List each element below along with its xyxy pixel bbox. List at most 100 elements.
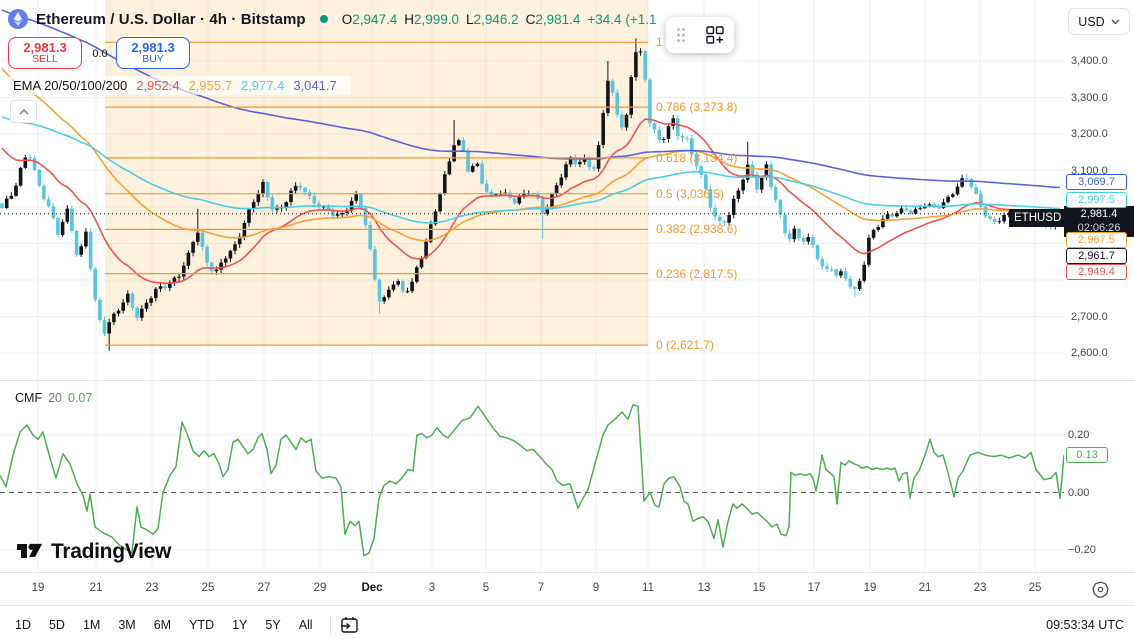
spread-value: 0.0 — [92, 48, 108, 60]
range-button-5y[interactable]: 5Y — [265, 618, 281, 632]
tradingview-mark-icon — [17, 543, 43, 558]
range-button-5d[interactable]: 5D — [48, 618, 65, 632]
pane-separator[interactable] — [0, 380, 1134, 381]
fib-level-label[interactable]: 0.618 (3,134.4) — [656, 150, 738, 165]
range-button-3m[interactable]: 3M — [118, 618, 136, 632]
time-tick-label: 23 — [145, 582, 159, 594]
ema-value: 2,952.4 — [136, 78, 180, 93]
cmf-value-badge: 0.13 — [1066, 447, 1108, 464]
time-tick-label: 29 — [313, 582, 327, 594]
fib-level-label[interactable]: 0.5 (3,036.5) — [656, 186, 725, 201]
price-axis-badge: 2,967.5 — [1066, 232, 1127, 248]
fib-level-label[interactable]: 0.382 (2,938.6) — [656, 222, 738, 237]
tradingview-logo[interactable]: TradingView — [16, 540, 171, 564]
market-status-dot[interactable] — [319, 15, 328, 23]
range-button-all[interactable]: All — [298, 618, 313, 632]
price-axis-label: 2,600.0 — [1071, 347, 1108, 359]
fib-level-label[interactable]: 0.236 (2,817.5) — [656, 266, 738, 281]
ema-legend-values: 2,952.4 2,955.7 2,977.4 3,041.7 — [136, 78, 346, 93]
toolbar-divider — [329, 616, 331, 634]
price-axis-label: 3,200.0 — [1071, 128, 1108, 140]
ohlc-values: O2,947.4 H2,999.0 L2,946.2 C2,981.4 +34.… — [341, 11, 657, 27]
last-price: 2,981.4 — [1080, 207, 1118, 220]
time-tick-label: 19 — [863, 582, 877, 594]
ema-value: 2,955.7 — [188, 78, 232, 93]
currency-label: USD — [1078, 14, 1105, 29]
fib-zone — [105, 0, 648, 346]
fib-level-label[interactable]: 0 (2,621.7) — [656, 338, 715, 353]
time-tick-label: 19 — [31, 582, 45, 594]
currency-selector[interactable]: USD — [1068, 8, 1130, 35]
time-tick-label: 13 — [697, 582, 711, 594]
time-tick-label: 11 — [642, 582, 654, 594]
time-tick-label: 5 — [482, 582, 490, 594]
bottom-toolbar: 1D 5D 1M 3M 6M YTD 1Y 5Y All 09:53:34 UTC — [0, 605, 1134, 643]
chevron-down-icon — [1111, 19, 1120, 24]
ethereum-logo-icon — [8, 9, 28, 29]
price-chart-canvas[interactable] — [0, 0, 1064, 572]
go-to-date-icon[interactable] — [339, 615, 360, 635]
last-price-box: 2,981.4 02:06:26 — [1064, 206, 1134, 237]
cmf-length: 20 — [48, 391, 62, 405]
fib-level-label[interactable]: 1 — [656, 35, 663, 50]
time-tick-label: 21 — [918, 582, 932, 594]
price-axis-badge: 3,069.7 — [1066, 174, 1127, 190]
cmf-axis-label: 0.20 — [1068, 429, 1090, 441]
time-tick-label: 27 — [257, 582, 271, 594]
range-button-1d[interactable]: 1D — [15, 618, 31, 632]
ema-20-line — [1, 118, 1061, 285]
range-button-1m[interactable]: 1M — [82, 618, 101, 632]
date-range-buttons: 1D 5D 1M 3M 6M YTD 1Y 5Y All — [6, 614, 322, 636]
ema-value: 2,977.4 — [240, 78, 285, 93]
cmf-name: CMF — [15, 391, 43, 405]
range-button-6m[interactable]: 6M — [153, 618, 172, 632]
change-value: +34.4 (+1.1 — [587, 11, 657, 27]
grid-plus-icon[interactable] — [705, 25, 725, 45]
time-tick-label: 17 — [807, 582, 821, 594]
cmf-line — [0, 404, 1064, 557]
price-axis-label: 2,700.0 — [1071, 310, 1108, 323]
price-axis-badge: 2,949.4 — [1066, 264, 1127, 280]
time-tick-label: 23 — [973, 582, 987, 594]
sell-button[interactable]: 2,981.3 SELL — [8, 37, 82, 69]
time-tick-label: 9 — [592, 582, 600, 594]
tradingview-logo-text: TradingView — [51, 540, 172, 563]
floating-toolbar[interactable] — [666, 17, 734, 53]
time-axis[interactable]: 19 21 23 25 27 29 Dec 3 5 7 9 11 13 15 17 19 21 23 25 — [0, 572, 1134, 606]
cmf-legend[interactable]: CMF 20 0.07 — [12, 391, 96, 405]
time-tick-label: 25 — [201, 582, 215, 594]
drag-handle-icon[interactable] — [676, 27, 686, 43]
price-axis-badge: 2,997.5 — [1066, 192, 1127, 208]
symbol-tag: ETHUSD — [1009, 209, 1067, 227]
ema-legend[interactable]: EMA 20/50/100/200 2,952.4 2,955.7 2,977.4 3… — [8, 76, 351, 95]
time-tick-label: 7 — [537, 582, 545, 594]
ema-value: 3,041.7 — [293, 78, 337, 93]
cmf-axis-label: −0.20 — [1068, 544, 1096, 556]
ema-100-line — [1, 116, 1061, 224]
symbol-header[interactable]: Ethereum / U.S. Dollar · 4h · Bitstamp O… — [8, 8, 656, 30]
cmf-value: 0.07 — [67, 391, 93, 405]
time-tick-label: 21 — [89, 582, 103, 594]
symbol-title[interactable]: Ethereum / U.S. Dollar · 4h · Bitstamp — [36, 10, 306, 28]
price-axis-label: 3,100.0 — [1071, 164, 1108, 177]
price-axis-label: 3,300.0 — [1071, 91, 1108, 104]
time-tick-label: 15 — [752, 582, 766, 594]
ema-50-line — [1, 67, 1060, 242]
buy-button[interactable]: 2,981.3 BUY — [116, 37, 190, 69]
chevron-up-icon — [19, 108, 28, 114]
price-axis-badge: 2,961.7 — [1066, 248, 1127, 264]
fib-level-label[interactable]: 0.786 (3,273.8) — [656, 100, 738, 115]
settings-icon[interactable] — [1092, 581, 1109, 598]
clock[interactable]: 09:53:34 UTC — [1046, 618, 1124, 632]
collapse-legend-button[interactable] — [10, 100, 37, 123]
time-tick-label: Dec — [361, 582, 383, 594]
ema-legend-title: EMA 20/50/100/200 — [13, 78, 128, 93]
price-axis-label: 3,400.0 — [1071, 55, 1108, 67]
range-button-1y[interactable]: 1Y — [232, 618, 248, 632]
time-tick-label: 3 — [428, 582, 436, 594]
range-button-ytd[interactable]: YTD — [189, 618, 215, 632]
bar-countdown: 02:06:26 — [1077, 221, 1121, 234]
time-tick-label: 25 — [1028, 582, 1042, 594]
cmf-axis-label: 0.00 — [1068, 486, 1090, 499]
